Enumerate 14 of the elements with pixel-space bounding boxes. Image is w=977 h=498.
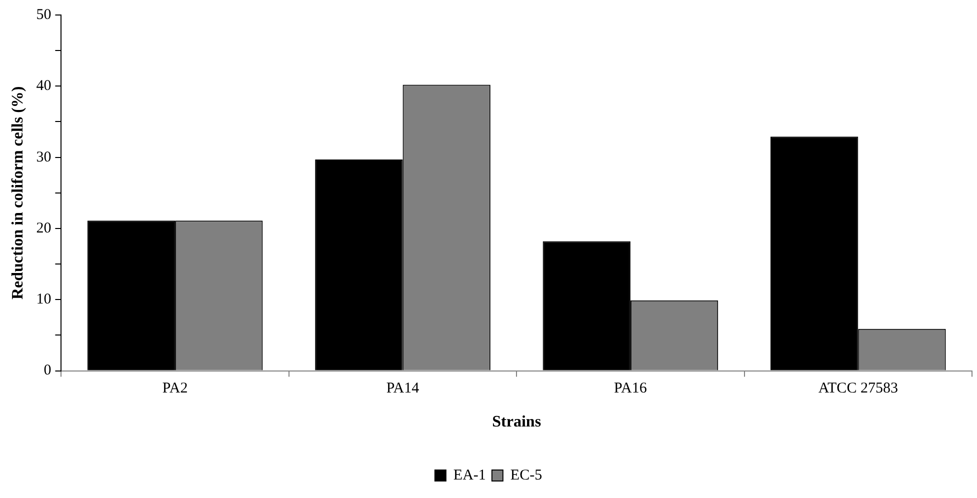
y-axis-title: Reduction in coliform cells (%) xyxy=(10,86,27,300)
x-tick-label: PA2 xyxy=(162,380,188,397)
y-tick-label: 40 xyxy=(36,78,52,94)
y-tick-label: 10 xyxy=(36,292,52,308)
x-tick-label: ATCC 27583 xyxy=(818,380,898,397)
y-tick-label: 0 xyxy=(44,362,52,379)
x-axis-title: Strains xyxy=(492,414,542,431)
y-tick-label: 30 xyxy=(36,149,52,166)
x-tick-label: PA16 xyxy=(614,380,648,397)
y-tick-label: 20 xyxy=(36,220,52,236)
legend-label: EA-1 xyxy=(453,467,486,484)
legend-label: EC-5 xyxy=(510,467,542,484)
y-tick-label: 50 xyxy=(36,6,52,23)
x-tick-label: PA14 xyxy=(386,380,420,397)
